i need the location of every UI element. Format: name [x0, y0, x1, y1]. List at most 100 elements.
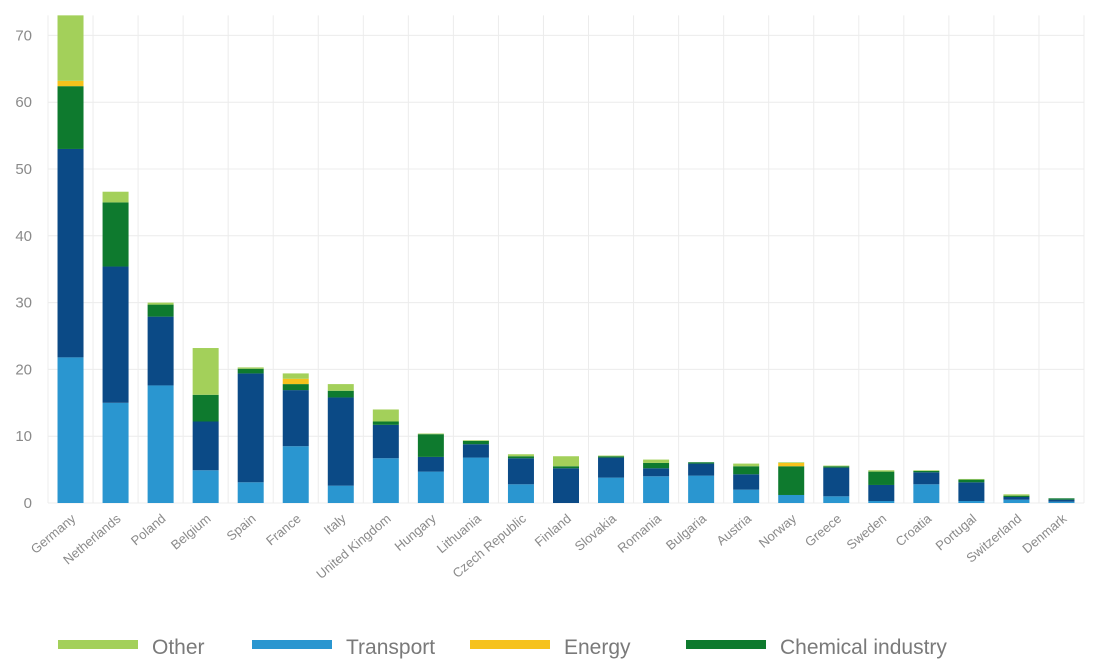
bar-segment-other	[733, 463, 760, 467]
bar-segment-transport_dark	[327, 397, 354, 486]
bar-segment-other	[327, 384, 354, 391]
gridlines	[47, 15, 1085, 504]
legend-swatch	[252, 640, 332, 649]
bar-segment-transport_light	[57, 357, 84, 503]
bar-segment-transport_dark	[192, 421, 219, 471]
bar-segment-chemical	[553, 466, 579, 469]
bar-segment-transport_light	[192, 470, 219, 503]
bar-segment-other	[507, 454, 534, 457]
bar-segment-transport_dark	[147, 316, 174, 386]
legend-swatch	[58, 640, 138, 649]
y-tick-label: 50	[15, 161, 32, 178]
bar-segment-transport_light	[868, 500, 895, 503]
bar-segment-transport_light	[688, 475, 715, 503]
bar-segment-transport_light	[282, 446, 309, 503]
bar-segment-other	[102, 191, 129, 203]
bar-segment-transport_light	[372, 458, 399, 503]
y-tick-label: 60	[15, 94, 32, 111]
x-category-label: Bulgaria	[663, 510, 710, 553]
bar-segment-transport_light	[507, 484, 534, 503]
legend-label: Other	[152, 636, 205, 659]
y-tick-label: 0	[24, 495, 32, 512]
bar-segment-other	[868, 470, 895, 472]
legend-item: Other	[58, 636, 205, 659]
bar-segment-transport_light	[102, 402, 129, 503]
x-category-label: Poland	[128, 511, 169, 549]
bar-segment-other	[57, 15, 84, 81]
bar-segment-chemical	[507, 456, 534, 459]
bar-segment-other	[1003, 494, 1030, 496]
bars	[57, 15, 1075, 503]
bar-segment-transport_light	[1048, 501, 1075, 503]
bar-segment-chemical	[57, 86, 84, 149]
bar-segment-transport_light	[462, 457, 489, 503]
bar-segment-transport_light	[778, 494, 805, 503]
bar-segment-chemical	[102, 202, 129, 267]
bar-segment-transport_dark	[958, 482, 985, 501]
bar-segment-transport_light	[147, 385, 174, 503]
bar-segment-chemical	[1003, 495, 1030, 497]
bar-segment-energy	[778, 462, 805, 467]
x-category-label: Finland	[532, 511, 574, 550]
bar-segment-chemical	[237, 368, 264, 374]
bar-segment-transport_light	[327, 485, 354, 503]
x-category-label: France	[263, 511, 304, 549]
bar-segment-transport_dark	[553, 468, 579, 503]
bar-segment-transport_dark	[643, 468, 670, 477]
bar-segment-energy	[282, 378, 309, 385]
bar-segment-other	[417, 433, 444, 435]
bar-segment-chemical	[823, 466, 850, 468]
bar-segment-chemical	[643, 462, 670, 469]
bar-segment-transport_light	[237, 482, 264, 503]
bar-segment-other	[282, 373, 309, 379]
bar-segment-energy	[57, 80, 84, 87]
x-category-label: Slovakia	[572, 510, 620, 554]
bar-segment-transport_dark	[598, 457, 625, 478]
bar-segment-transport_dark	[237, 373, 264, 483]
x-category-label: Italy	[321, 510, 349, 537]
legend-swatch	[686, 640, 766, 649]
bar-segment-transport_light	[1003, 499, 1030, 503]
bar-segment-other	[462, 440, 489, 441]
x-category-label: Spain	[224, 511, 259, 544]
bar-segment-other	[598, 455, 625, 457]
bar-segment-chemical	[192, 394, 219, 422]
bar-segment-other	[958, 478, 985, 480]
bar-segment-other	[643, 459, 670, 463]
bar-segment-transport_light	[958, 500, 985, 503]
bar-segment-chemical	[778, 466, 805, 495]
bar-segment-other	[553, 456, 579, 467]
y-tick-label: 10	[15, 428, 32, 445]
y-tick-label: 70	[15, 27, 32, 44]
y-tick-label: 20	[15, 361, 32, 378]
x-category-label: Hungary	[392, 510, 440, 553]
bar-segment-other	[192, 348, 219, 395]
bar-segment-transport_dark	[282, 390, 309, 447]
bar-segment-chemical	[282, 384, 309, 391]
y-tick-label: 30	[15, 295, 32, 312]
x-category-label: Belgium	[168, 511, 214, 553]
bar-segment-other	[237, 367, 264, 369]
bar-segment-transport_dark	[102, 266, 129, 403]
bar-segment-transport_dark	[417, 456, 444, 472]
bar-segment-chemical	[598, 456, 625, 458]
bar-segment-chemical	[733, 466, 760, 475]
bar-segment-chemical	[147, 304, 174, 317]
bar-segment-transport_light	[417, 471, 444, 503]
bar-segment-chemical	[1048, 498, 1075, 500]
x-category-label: Greece	[802, 511, 844, 550]
legend: Other Transport Energy Chemical industry	[58, 636, 947, 659]
bar-segment-chemical	[462, 440, 489, 445]
bar-segment-transport_dark	[57, 148, 84, 358]
x-category-label: Croatia	[893, 510, 935, 549]
bar-segment-transport_dark	[462, 444, 489, 458]
legend-label: Energy	[564, 636, 631, 659]
y-tick-label: 40	[15, 228, 32, 245]
bar-segment-transport_light	[643, 476, 670, 503]
bar-segment-transport_dark	[1048, 499, 1075, 502]
bar-segment-other	[372, 409, 399, 422]
bar-segment-chemical	[913, 470, 940, 473]
bar-segment-chemical	[417, 434, 444, 457]
